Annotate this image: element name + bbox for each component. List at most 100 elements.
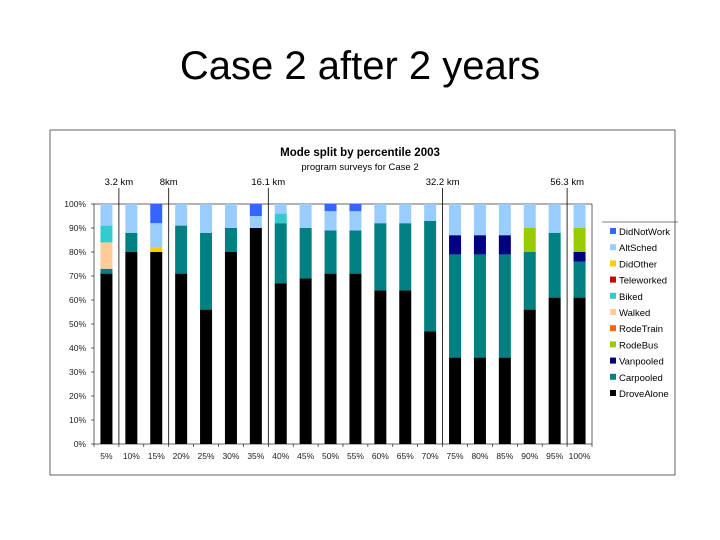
bar-segment-rodebus — [523, 228, 536, 252]
bar-segment-drovealone — [175, 273, 188, 444]
legend-swatch — [610, 244, 616, 251]
x-tick-label: 45% — [297, 451, 314, 461]
bar-segment-drovealone — [249, 228, 262, 444]
bar-segment-drovealone — [523, 309, 536, 444]
legend-label: Walked — [619, 308, 650, 319]
bar-segment-biked — [100, 225, 113, 243]
legend-swatch — [610, 373, 616, 380]
bar-segment-drovealone — [324, 273, 337, 444]
legend-swatch — [610, 390, 616, 396]
y-tick-label: 20% — [69, 391, 86, 401]
bar-segment-altsched — [100, 204, 113, 226]
bar-segment-carpooled — [473, 254, 486, 358]
legend-label: RodeTrain — [619, 324, 663, 335]
distance-markers: 3.2 km 8km 16.1 km 32.2 km 56.3 km — [105, 177, 584, 444]
legend-label: RodeBus — [619, 340, 658, 351]
bar-segment-carpooled — [424, 220, 437, 332]
bar-segment-altsched — [449, 204, 462, 236]
legend-label: DroveAlone — [619, 389, 669, 400]
bar-segment-altsched — [374, 204, 387, 224]
bar-segment-altsched — [424, 204, 437, 221]
bars — [100, 204, 586, 444]
legend-label: Carpooled — [619, 373, 663, 384]
bar-segment-carpooled — [274, 223, 287, 284]
bar-segment-altsched — [523, 204, 536, 228]
bar-segment-carpooled — [548, 232, 561, 298]
legend-swatch — [610, 292, 616, 299]
bar-segment-carpooled — [100, 268, 113, 274]
bar-segment-vanpooled — [473, 235, 486, 255]
bar-segment-altsched — [473, 204, 486, 236]
bar-segment-carpooled — [399, 223, 412, 291]
bar-segment-drovealone — [374, 290, 387, 444]
chart-subtitle: program surveys for Case 2 — [301, 162, 418, 173]
legend-label: Teleworked — [619, 276, 667, 287]
bar-segment-altsched — [498, 204, 511, 236]
y-tick-label: 0% — [74, 439, 87, 449]
bar-segment-carpooled — [224, 228, 237, 252]
legend: DidNotWork AltSched DidOther Teleworked Bike… — [602, 221, 678, 400]
bar-segment-altsched — [274, 204, 287, 214]
x-tick-label: 85% — [496, 451, 513, 461]
bar-segment-altsched — [200, 204, 213, 233]
bar-segment-vanpooled — [498, 235, 511, 255]
distance-marker-label: 3.2 km — [105, 177, 134, 188]
x-tick-label: 100% — [569, 451, 591, 461]
legend-swatch — [610, 357, 616, 364]
bar-segment-drovealone — [424, 331, 437, 444]
legend-label: DidNotWork — [619, 227, 670, 238]
bar-segment-altsched — [224, 204, 237, 228]
x-tick-label: 10% — [123, 451, 140, 461]
x-tick-label: 65% — [397, 451, 414, 461]
bar-segment-vanpooled — [573, 252, 586, 262]
x-tick-label: 35% — [247, 451, 264, 461]
bar-segment-carpooled — [125, 232, 138, 252]
legend-swatch — [610, 276, 616, 283]
legend-swatch — [610, 260, 616, 267]
x-tick-label: 80% — [471, 451, 488, 461]
bar-segment-altsched — [548, 204, 561, 233]
bar-segment-drovealone — [548, 297, 561, 444]
bar-segment-altsched — [150, 223, 163, 248]
y-tick-label: 10% — [69, 415, 86, 425]
bar-segment-drovealone — [498, 357, 511, 444]
legend-swatch — [610, 228, 616, 234]
y-tick-label: 60% — [69, 295, 86, 305]
legend-label: DidOther — [619, 259, 657, 270]
y-tick-label: 40% — [69, 343, 86, 353]
slide-title: Case 2 after 2 years — [179, 44, 541, 88]
y-tick-label: 90% — [69, 223, 86, 233]
bar-segment-drovealone — [349, 273, 362, 444]
bar-segment-drovealone — [125, 252, 138, 444]
legend-swatch — [610, 309, 616, 315]
bar-segment-drovealone — [224, 252, 237, 444]
x-tick-label: 20% — [173, 451, 190, 461]
y-tick-label: 100% — [64, 199, 86, 209]
bar-segment-altsched — [324, 211, 337, 231]
distance-marker-label: 32.2 km — [426, 177, 460, 188]
x-tick-label: 90% — [521, 451, 538, 461]
bar-segment-carpooled — [200, 232, 213, 310]
x-tick-label: 30% — [222, 451, 239, 461]
y-tick-label: 30% — [69, 367, 86, 377]
bar-segment-drovealone — [573, 297, 586, 444]
bar-segment-didnotwork — [150, 204, 163, 224]
bar-segment-carpooled — [175, 225, 188, 274]
bar-segment-drovealone — [200, 309, 213, 444]
bar-segment-altsched — [399, 204, 412, 224]
bar-segment-drovealone — [100, 273, 113, 444]
bar-segment-altsched — [299, 204, 312, 228]
bar-segment-didother — [150, 247, 163, 252]
bar-segment-altsched — [249, 216, 262, 228]
distance-marker-label: 56.3 km — [550, 177, 584, 188]
bar-segment-carpooled — [349, 230, 362, 274]
legend-label: AltSched — [619, 243, 657, 254]
y-tick-label: 70% — [69, 271, 86, 281]
bar-segment-drovealone — [274, 283, 287, 444]
bar-segment-altsched — [349, 211, 362, 231]
legend-swatch — [610, 325, 616, 332]
bar-segment-carpooled — [299, 228, 312, 279]
x-tick-label: 15% — [148, 451, 165, 461]
bar-segment-altsched — [175, 204, 188, 226]
